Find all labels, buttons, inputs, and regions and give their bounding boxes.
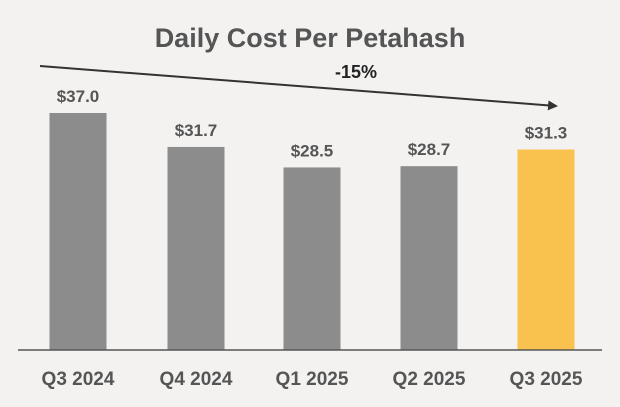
change-annotation: -15% bbox=[335, 62, 377, 82]
value-label: $28.5 bbox=[291, 141, 334, 160]
category-label: Q3 2025 bbox=[510, 369, 583, 390]
bar-q3-2025 bbox=[517, 149, 575, 350]
category-label: Q2 2025 bbox=[393, 369, 466, 390]
value-labels-group: $37.0 $31.7 $28.5 $28.7 $31.3 bbox=[57, 87, 568, 160]
value-label: $28.7 bbox=[408, 140, 451, 159]
bars-group bbox=[49, 113, 575, 350]
value-label: $37.0 bbox=[57, 87, 100, 106]
value-label: $31.7 bbox=[175, 121, 218, 140]
category-label: Q1 2025 bbox=[276, 369, 349, 390]
bar-q4-2024 bbox=[167, 146, 225, 350]
chart-title: Daily Cost Per Petahash bbox=[155, 23, 466, 53]
trend-arrow bbox=[39, 65, 558, 111]
bar-q2-2025 bbox=[400, 166, 458, 350]
category-label: Q4 2024 bbox=[160, 369, 233, 390]
category-labels-group: Q3 2024 Q4 2024 Q1 2025 Q2 2025 Q3 2025 bbox=[42, 369, 583, 390]
bar-q1-2025 bbox=[283, 167, 341, 350]
bar-q3-2024 bbox=[49, 113, 107, 350]
value-label: $31.3 bbox=[525, 124, 568, 143]
category-label: Q3 2024 bbox=[42, 369, 115, 390]
